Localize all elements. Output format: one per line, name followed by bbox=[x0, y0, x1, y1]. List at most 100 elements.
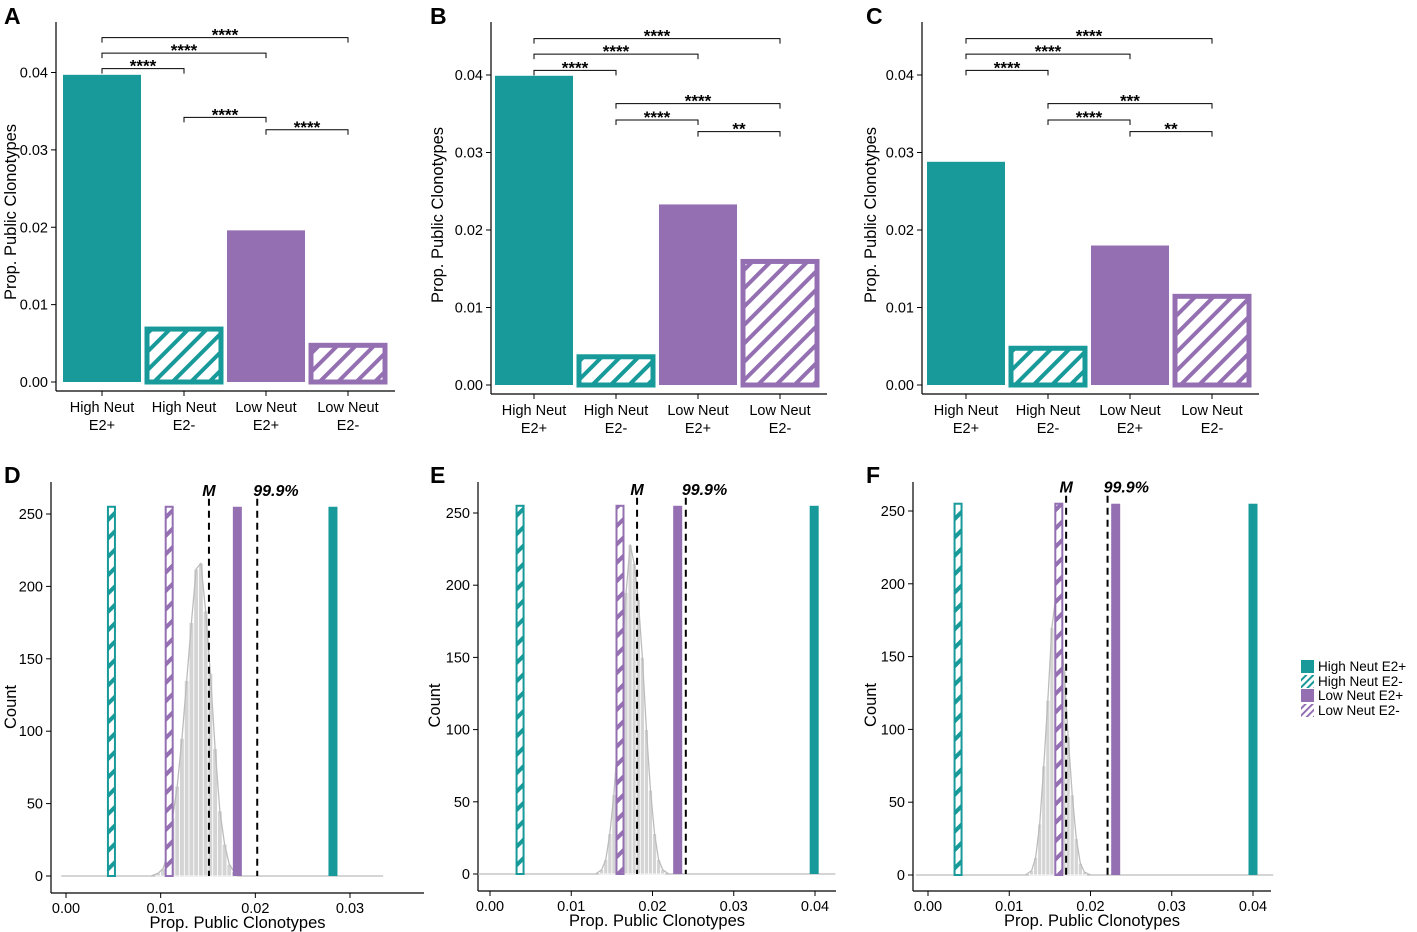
significance-bracket bbox=[615, 103, 781, 109]
significance-bracket bbox=[697, 131, 781, 137]
x-tick-label: 0.03 bbox=[336, 901, 364, 917]
x-tick-label: E2+ bbox=[521, 421, 547, 437]
histogram-bar bbox=[188, 622, 195, 877]
significance-bracket bbox=[183, 116, 267, 123]
y-tick-label: 0.00 bbox=[886, 378, 914, 394]
y-tick-label: 50 bbox=[889, 795, 905, 811]
y-axis-title: Count bbox=[862, 683, 880, 727]
bar bbox=[308, 342, 388, 385]
y-axis-title: Prop. Public Clonotypes bbox=[429, 127, 447, 303]
observed-bar bbox=[953, 502, 963, 876]
significance-stars: **** bbox=[603, 42, 630, 61]
y-tick-label: 50 bbox=[27, 797, 43, 813]
y-tick-label: 0.03 bbox=[886, 146, 914, 162]
y-tick-label: 50 bbox=[454, 795, 470, 811]
y-axis-title: Count bbox=[426, 683, 444, 727]
significance-stars: **** bbox=[1076, 27, 1103, 46]
legend-swatch-high-neut-e2-plus bbox=[1301, 660, 1314, 673]
significance-stars: **** bbox=[212, 26, 239, 45]
x-tick-label: 0.03 bbox=[720, 899, 748, 915]
significance-stars: **** bbox=[171, 41, 198, 60]
y-tick-label: 0 bbox=[462, 867, 470, 883]
bar bbox=[144, 326, 224, 385]
significance-bracket bbox=[101, 37, 349, 43]
y-tick-label: 0.01 bbox=[20, 298, 48, 314]
y-tick-label: 0 bbox=[35, 869, 43, 885]
significance-stars: ** bbox=[1164, 120, 1178, 139]
significance-bracket bbox=[101, 52, 267, 59]
x-tick-label: 0.04 bbox=[1239, 899, 1267, 915]
x-tick-label: Low Neut bbox=[1099, 403, 1160, 419]
x-tick-label: E2+ bbox=[89, 418, 115, 434]
histogram-bar bbox=[631, 563, 637, 875]
y-tick-label: 200 bbox=[446, 578, 470, 594]
legend-label-low-neut-e2-plus: Low Neut E2+ bbox=[1318, 688, 1403, 703]
x-tick-label: E2+ bbox=[253, 418, 279, 434]
x-tick-label: 0.01 bbox=[995, 899, 1023, 915]
x-tick-label: Low Neut bbox=[749, 403, 810, 419]
bar bbox=[576, 354, 656, 388]
panel-label-c: C bbox=[866, 3, 883, 29]
x-axis-title: Prop. Public Clonotypes bbox=[569, 912, 745, 930]
p999-label: 99.9% bbox=[682, 482, 727, 499]
observed-bar bbox=[232, 506, 242, 876]
y-tick-label: 0.04 bbox=[20, 66, 48, 82]
x-tick-label: 0.00 bbox=[476, 899, 504, 915]
x-tick-label: 0.01 bbox=[557, 899, 585, 915]
x-tick-label: E2- bbox=[605, 421, 628, 437]
significance-bracket bbox=[533, 53, 699, 60]
y-tick-label: 250 bbox=[881, 504, 905, 520]
y-tick-label: 0.03 bbox=[455, 146, 483, 162]
significance-stars: **** bbox=[994, 58, 1021, 77]
y-tick-label: 0.04 bbox=[886, 68, 914, 84]
x-tick-label: 0.00 bbox=[52, 901, 80, 917]
y-tick-label: 200 bbox=[19, 579, 43, 595]
x-tick-label: E2- bbox=[1201, 421, 1224, 437]
observed-bar bbox=[673, 505, 683, 874]
x-tick-label: High Neut bbox=[934, 403, 998, 419]
observed-bar bbox=[515, 504, 525, 875]
mean-label: M bbox=[1059, 480, 1073, 497]
significance-bracket bbox=[101, 68, 185, 74]
significance-bracket bbox=[533, 38, 781, 44]
bar-chart-c: 0.00 0.01 0.02 0.03 0.04 Prop. Public Clonoty… bbox=[862, 22, 1259, 437]
x-tick-label: High Neut bbox=[584, 403, 648, 419]
y-axis-title: Count bbox=[2, 685, 20, 729]
significance-stars: **** bbox=[644, 27, 671, 46]
y-tick-label: 250 bbox=[446, 506, 470, 522]
significance-stars: *** bbox=[1120, 92, 1140, 111]
bar bbox=[1091, 245, 1169, 385]
panel-label-f: F bbox=[866, 462, 880, 488]
x-tick-label: E2+ bbox=[685, 421, 711, 437]
bar bbox=[740, 258, 820, 388]
bar bbox=[659, 204, 737, 385]
y-tick-label: 100 bbox=[446, 723, 470, 739]
x-tick-label: High Neut bbox=[1016, 403, 1080, 419]
p999-label: 99.9% bbox=[253, 483, 298, 500]
p999-label: 99.9% bbox=[1104, 480, 1149, 497]
significance-stars: **** bbox=[562, 58, 589, 77]
bar bbox=[1008, 345, 1088, 388]
x-tick-label: 0.02 bbox=[1076, 899, 1104, 915]
histogram-f: 0 50 100 150 200 250 0.00 0.01 0.02 0.03 0.04 Prop.… bbox=[862, 480, 1274, 930]
legend-swatch-low-neut-e2-minus bbox=[1301, 704, 1314, 717]
histogram-bar bbox=[183, 680, 190, 877]
observed-bar bbox=[328, 506, 338, 876]
legend-item-low-neut-e2-minus: Low Neut E2- bbox=[1301, 703, 1400, 718]
x-tick-label: Low Neut bbox=[1181, 403, 1242, 419]
legend-swatch-low-neut-e2-plus bbox=[1301, 689, 1314, 702]
significance-stars: **** bbox=[294, 118, 321, 137]
x-tick-label: 0.04 bbox=[801, 899, 829, 915]
legend-swatch-high-neut-e2-minus bbox=[1301, 675, 1314, 688]
legend-label-low-neut-e2-minus: Low Neut E2- bbox=[1318, 703, 1400, 718]
x-tick-label: 0.03 bbox=[1158, 899, 1186, 915]
y-tick-label: 0.01 bbox=[886, 301, 914, 317]
legend-item-low-neut-e2-plus: Low Neut E2+ bbox=[1301, 688, 1403, 703]
y-tick-label: 150 bbox=[446, 650, 470, 666]
x-tick-label: Low Neut bbox=[317, 400, 378, 416]
observed-bar bbox=[1054, 502, 1064, 876]
observed-bar bbox=[809, 505, 819, 874]
y-tick-label: 0.04 bbox=[455, 68, 483, 84]
significance-bracket bbox=[265, 129, 349, 135]
legend-label-high-neut-e2-minus: High Neut E2- bbox=[1318, 674, 1403, 689]
